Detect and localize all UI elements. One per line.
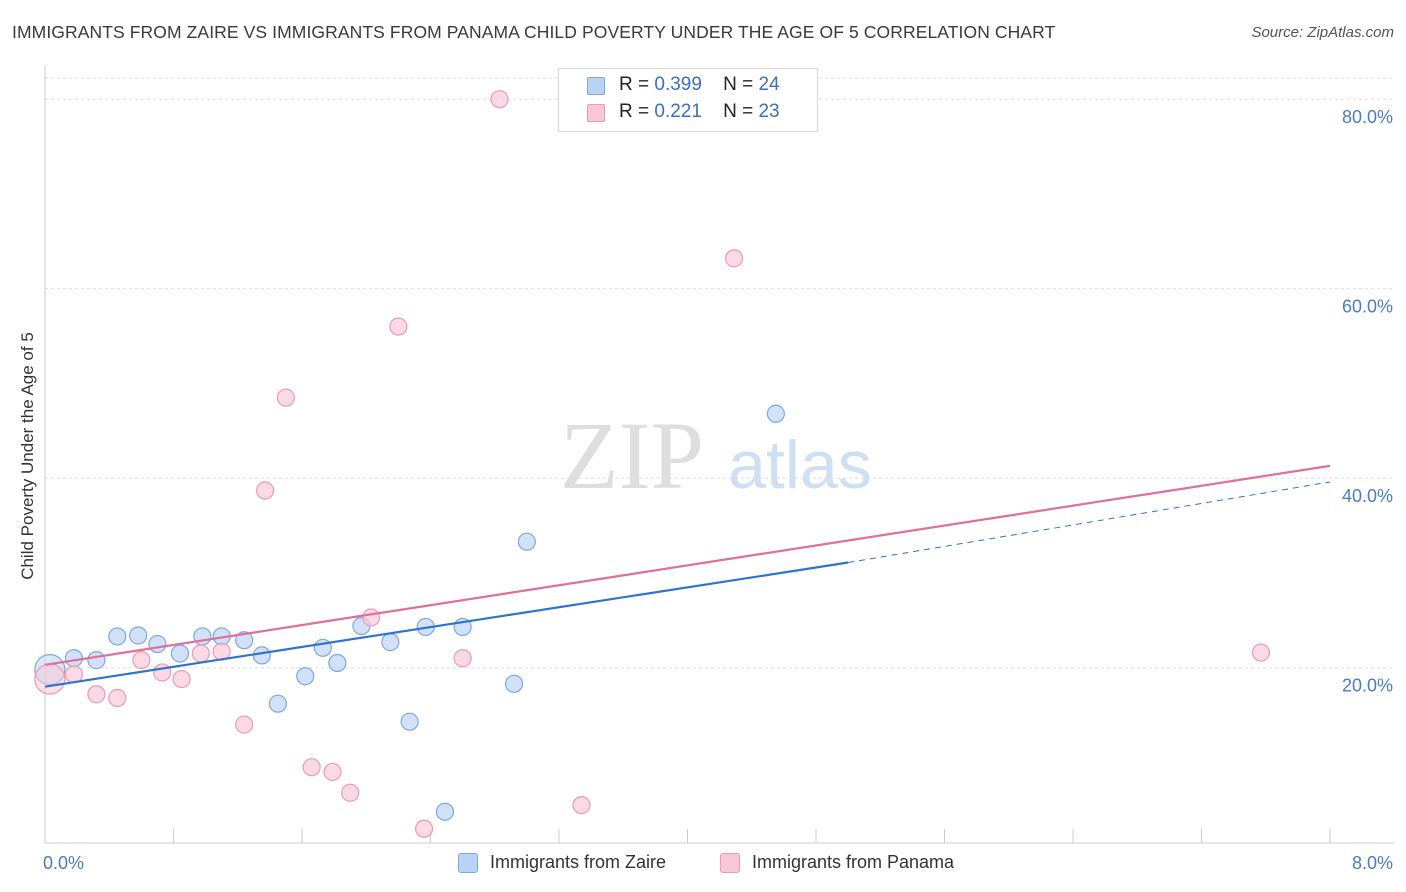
legend-r-value: 0.399 (654, 74, 702, 95)
panama-point (414, 819, 434, 838)
legend-r-label: R = (619, 101, 650, 122)
zaire-point (87, 651, 106, 670)
zaire-point (268, 694, 288, 713)
panama-point (172, 669, 191, 689)
legend-swatch-panama (587, 104, 605, 122)
y-tick-label: 60.0% (1342, 297, 1393, 317)
watermark-atlas: atlas (728, 427, 872, 503)
panama-point (153, 663, 172, 682)
y-tick-labels: 20.0% 40.0% 60.0% 80.0% (1342, 107, 1393, 696)
series-swatch-zaire (458, 853, 478, 873)
zaire-point (504, 674, 524, 693)
zaire-point (235, 631, 254, 650)
chart-title: IMMIGRANTS FROM ZAIRE VS IMMIGRANTS FROM… (12, 22, 1056, 42)
series-label-zaire: Immigrants from Zaire (490, 852, 667, 872)
panama-point (323, 762, 342, 782)
zaire-trend-line (44, 561, 849, 688)
panama-point (235, 715, 254, 734)
watermark-zip: ZIP (560, 402, 704, 509)
zaire-point (252, 646, 271, 665)
zaire-point (129, 626, 148, 645)
zaire-trend-extension (848, 481, 1331, 564)
source-credit: Source: ZipAtlas.com (1251, 24, 1394, 41)
panama-point (389, 317, 408, 336)
panama-point (490, 90, 509, 109)
trend-lines (44, 464, 1331, 688)
panama-point (132, 651, 151, 670)
y-tick-label: 80.0% (1342, 107, 1393, 127)
zaire-point (400, 712, 419, 731)
legend-swatch-zaire (587, 77, 605, 95)
zaire-point (108, 627, 127, 646)
zaire-point (170, 644, 190, 663)
zaire-point (328, 653, 347, 673)
panama-point (191, 644, 210, 663)
panama-point (361, 608, 381, 627)
series-swatch-panama (720, 853, 740, 873)
x-tick-label: 0.0% (43, 853, 84, 873)
series-legend: Immigrants from Zaire Immigrants from Pa… (0, 852, 1406, 878)
series-label-panama: Immigrants from Panama (752, 852, 955, 872)
y-tick-label: 40.0% (1342, 486, 1393, 506)
grid-lines (45, 77, 1394, 669)
panama-point (341, 783, 360, 802)
watermark: ZIP atlas (560, 402, 872, 509)
panama-point (87, 685, 106, 704)
legend-n-label: N = (723, 74, 754, 95)
panama-point (453, 649, 472, 668)
zaire-point (148, 634, 167, 654)
panama-point (108, 688, 127, 708)
zaire-point (517, 532, 536, 551)
zaire-point (435, 802, 455, 821)
correlation-legend: R = 0.399 N = 24 R = 0.221 N = 23 (558, 68, 818, 132)
legend-n-value: 24 (758, 74, 780, 95)
y-tick-label: 20.0% (1342, 676, 1393, 696)
legend-n-value: 23 (758, 101, 780, 122)
panama-point (302, 758, 321, 777)
legend-r-value: 0.221 (654, 101, 702, 122)
legend-r-label: R = (619, 74, 650, 95)
zaire-point (64, 649, 84, 668)
panama-point (1251, 643, 1271, 662)
panama-point (276, 388, 296, 407)
x-tick-labels: 0.0% 8.0% (43, 853, 1393, 873)
zaire-point (766, 404, 785, 423)
legend-n-label: N = (723, 101, 754, 122)
panama-point (572, 795, 591, 815)
panama-point (34, 663, 66, 695)
x-tick-label: 8.0% (1352, 853, 1393, 873)
panama-trend-line (44, 464, 1331, 666)
zaire-point (381, 633, 400, 652)
panama-point (724, 249, 744, 268)
panama-point (255, 481, 275, 500)
zaire-point (296, 667, 315, 686)
